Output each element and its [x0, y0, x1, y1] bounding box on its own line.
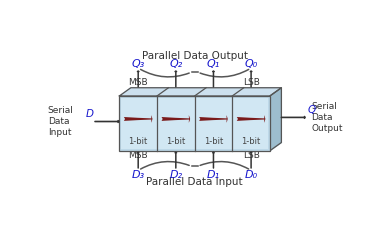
Text: LSB: LSB [243, 151, 259, 160]
Text: Parallel Data Output: Parallel Data Output [142, 51, 248, 61]
Text: D₃: D₃ [132, 170, 145, 180]
Text: 1-bit: 1-bit [204, 137, 223, 146]
Polygon shape [270, 88, 282, 151]
Text: Serial
Data
Output: Serial Data Output [312, 102, 343, 133]
Text: Q₂: Q₂ [169, 59, 182, 68]
Text: D₂: D₂ [169, 170, 182, 180]
Text: MSB: MSB [128, 78, 148, 87]
Text: 1-bit: 1-bit [166, 137, 185, 146]
Bar [120, 96, 270, 151]
Text: LSB: LSB [243, 78, 259, 87]
Text: 1-bit: 1-bit [242, 137, 261, 146]
Bar [121, 98, 269, 149]
Text: Serial
Data
Input: Serial Data Input [48, 106, 74, 137]
Text: Parallel Data Input: Parallel Data Input [146, 177, 243, 187]
Text: 1-bit: 1-bit [128, 137, 148, 146]
Text: MSB: MSB [128, 151, 148, 160]
Text: Q₁: Q₁ [207, 59, 220, 68]
Polygon shape [120, 88, 282, 96]
Text: D₀: D₀ [245, 170, 258, 180]
Text: D₁: D₁ [207, 170, 220, 180]
Text: Q₃: Q₃ [132, 59, 145, 68]
Text: Q: Q [307, 105, 315, 115]
Text: D: D [85, 109, 94, 119]
Text: Q₀: Q₀ [245, 59, 258, 68]
